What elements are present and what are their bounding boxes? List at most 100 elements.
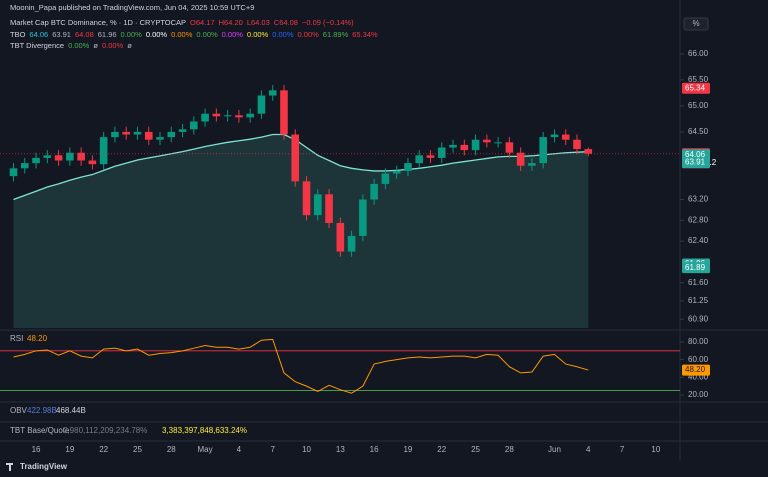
symbol: Market Cap BTC Dominance, % · 1D · CRYPT… [10, 18, 187, 27]
ohlc-value: H64.20 [218, 18, 243, 27]
price-label: 63.91 [685, 158, 706, 167]
candle-body [336, 222, 345, 252]
x-tick-label: 16 [32, 445, 41, 454]
candle-body [505, 142, 514, 153]
ohlc-value: L64.03 [246, 18, 270, 27]
candle-body [54, 155, 63, 161]
x-tick-label: 7 [270, 445, 275, 454]
candle-body [201, 113, 209, 122]
candle-body [550, 134, 559, 138]
tbo-value: 0.00% [171, 30, 193, 39]
candle-body [392, 170, 401, 174]
rsi-last: 48.20 [27, 334, 48, 343]
x-tick-label: 28 [505, 445, 514, 454]
x-tick-label: 13 [336, 445, 345, 454]
candle-body [573, 139, 581, 150]
candle-body [111, 131, 119, 138]
price-label: 64.06 [685, 150, 706, 159]
candle-body [144, 131, 153, 140]
candle-body [483, 139, 491, 143]
candle-body [178, 129, 187, 132]
tbo-value: 63.91 [52, 30, 71, 39]
logo-icon [6, 463, 13, 471]
candle-body [133, 131, 142, 135]
y-tick-label: 66.00 [688, 49, 709, 58]
div-row: TBT Divergence 0.00% ø 0.00% ø [10, 41, 136, 50]
candle-body [528, 163, 536, 166]
obv-value: 422.98B [27, 406, 57, 415]
tbo-value: 0.00% [272, 30, 294, 39]
obv-value: 468.44B [56, 406, 86, 415]
candle-body [561, 134, 570, 140]
x-tick-label: 4 [586, 445, 591, 454]
tbo-value: 64.06 [29, 30, 49, 39]
x-tick-label: 22 [99, 445, 108, 454]
x-tick-label: 19 [403, 445, 412, 454]
x-tick-label: 22 [437, 445, 446, 454]
price-label-box [682, 157, 710, 169]
x-tick-label: 10 [651, 445, 660, 454]
tbo-name: TBO [10, 30, 26, 39]
x-tick-label: May [198, 445, 213, 454]
x-tick-label: 7 [620, 445, 625, 454]
candle-body [494, 142, 502, 144]
unit-box [683, 17, 709, 31]
candle-body [426, 155, 435, 158]
symbol-row: Market Cap BTC Dominance, % · 1D · CRYPT… [10, 18, 358, 27]
candle-body [167, 131, 176, 138]
candle-body [370, 183, 378, 200]
candle-body [460, 144, 469, 151]
tbo-value: 64.08 [74, 30, 94, 39]
candle-body [449, 144, 457, 148]
tbo-row: TBO 64.06 63.91 64.08 61.96 0.00% 0.00% 0.00% 0.… [10, 30, 382, 39]
tbo-value: 0.00% [297, 30, 319, 39]
y-tick-label: 80.00 [688, 337, 709, 346]
candle-body [359, 199, 367, 236]
candle-body [313, 194, 322, 216]
candle-body [280, 90, 288, 135]
tbo-value: 0.00% [120, 30, 142, 39]
x-tick-label: Jun [548, 445, 561, 454]
candle-body [584, 149, 593, 154]
ohlc-value: −0.09 (−0.14%) [301, 18, 354, 27]
price-label: 65.34 [685, 83, 706, 92]
candle-body [122, 131, 130, 135]
candle-body [99, 137, 108, 165]
indicator-area [13, 134, 589, 328]
candle-body [471, 139, 480, 151]
y-tick-label: 65.50 [688, 75, 709, 84]
y-tick-label: 40.00 [688, 372, 709, 381]
tbt-value: 3,383,397,848,633.24% [162, 426, 247, 435]
x-tick-label: 4 [237, 445, 242, 454]
candle-body [235, 115, 243, 118]
tbt-name: TBT Base/Quote [10, 426, 70, 435]
candle-body [381, 173, 390, 184]
footer-logo: TradingView [20, 462, 68, 471]
candle-body [268, 90, 277, 96]
x-tick-label: 16 [370, 445, 379, 454]
x-tick-label: 28 [167, 445, 176, 454]
candle-body [66, 152, 74, 161]
candle-body [516, 152, 525, 166]
y-tick-label: 61.25 [688, 296, 709, 305]
candle-body [43, 155, 52, 158]
tbo-value: 0.00% [196, 30, 218, 39]
candle-body [437, 147, 446, 158]
candle-body [257, 95, 266, 114]
candle-body [539, 137, 547, 164]
div-value: 0.00% [68, 41, 90, 50]
y-tick-label: 65.00 [688, 101, 709, 110]
candle-body [77, 152, 85, 161]
candle-body [32, 157, 40, 164]
tbo-value: 0.00% [246, 30, 269, 39]
y-tick-label: 64.50 [688, 127, 709, 136]
candle-body [156, 137, 164, 140]
price-label-box [682, 82, 710, 94]
candle-body [325, 194, 333, 223]
tbo-value: 65.34% [352, 30, 378, 39]
unit: % [692, 19, 699, 28]
candle-body [404, 163, 412, 171]
y-tick-label: 62.80 [688, 215, 709, 224]
